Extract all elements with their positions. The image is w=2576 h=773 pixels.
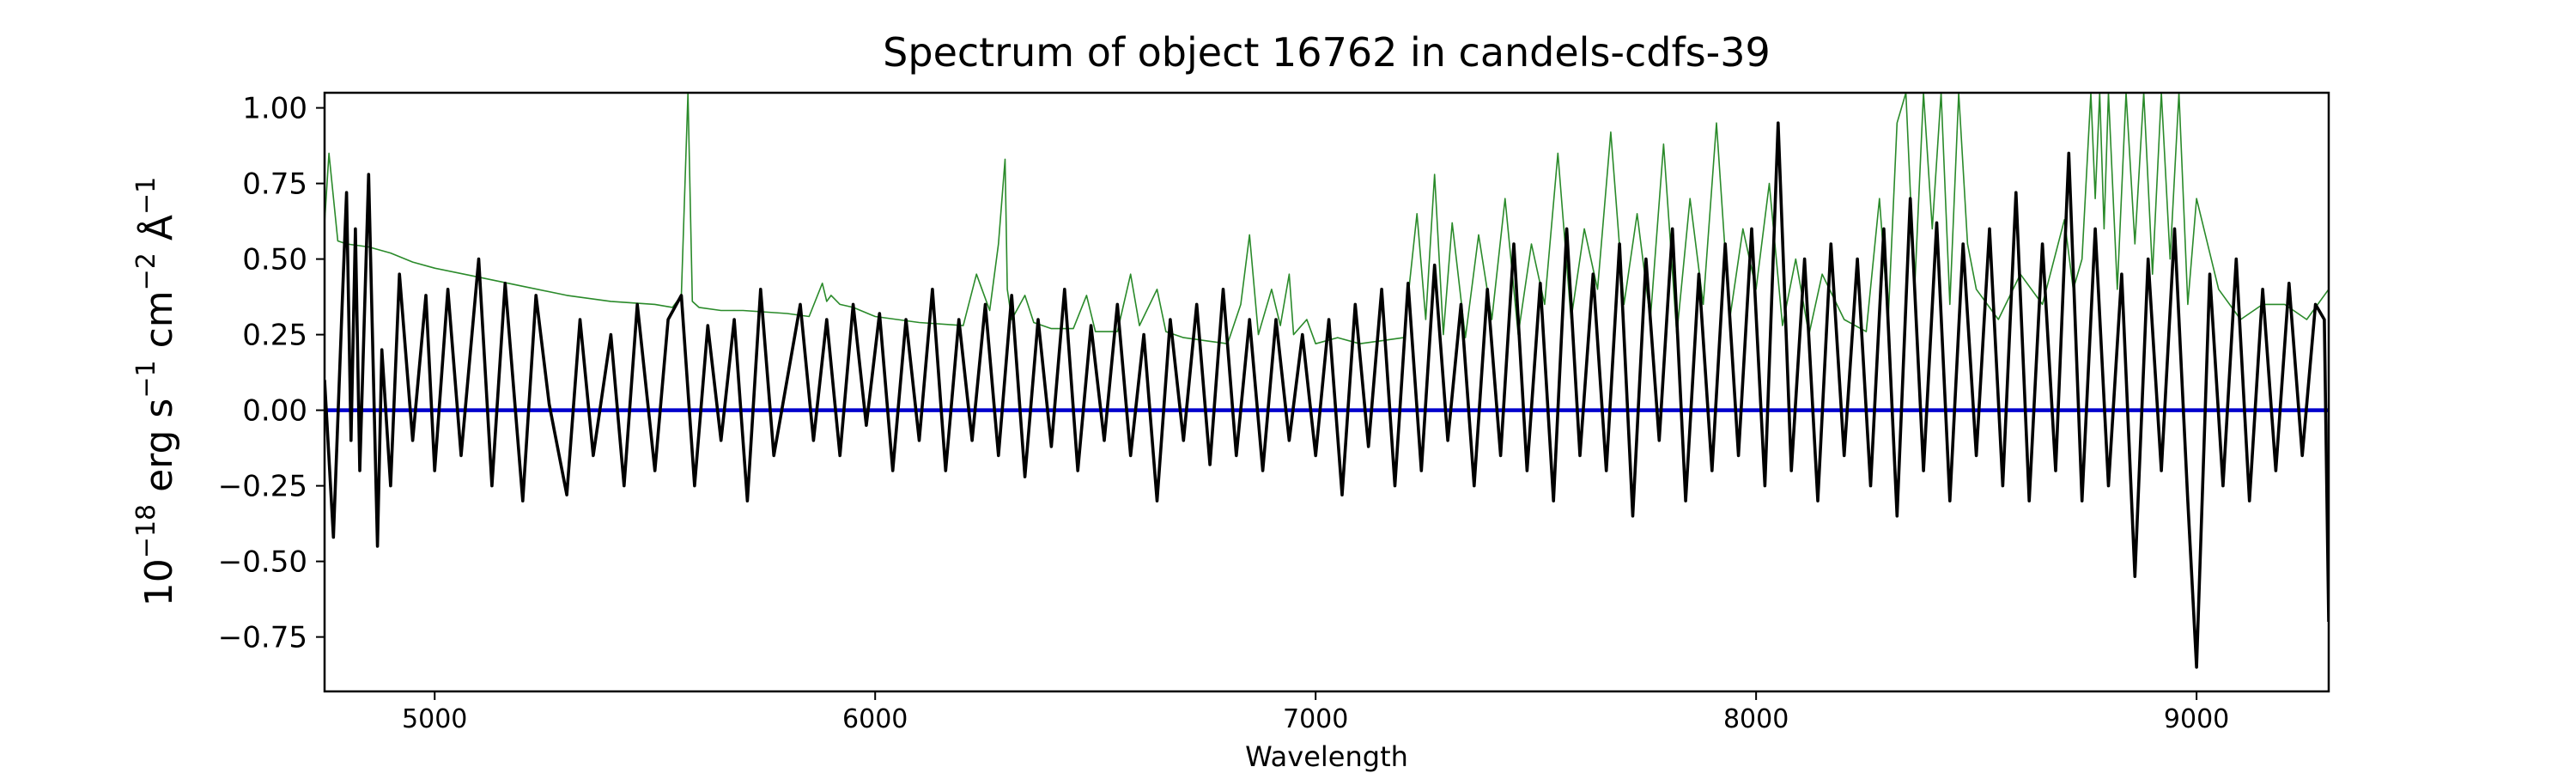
x-tick-label: 9000: [2164, 704, 2229, 734]
series-layer: [325, 93, 2329, 669]
y-label-exponent3: −1: [131, 177, 161, 215]
y-label-base-exponent: −18: [131, 504, 161, 558]
y-tick-label: 1.00: [242, 92, 307, 126]
y-label-exponent2: −2: [131, 253, 161, 290]
axes-frame: [323, 91, 2330, 693]
y-tick-label: 0.25: [242, 319, 307, 353]
chart-title: Spectrum of object 16762 in candels-cdfs…: [883, 29, 1771, 76]
x-tick-label: 6000: [842, 704, 908, 734]
plot-area: [323, 91, 2330, 693]
y-label-part1: erg s: [137, 399, 181, 504]
series-line-1: [325, 93, 2329, 345]
y-tick-label: −0.25: [218, 470, 307, 504]
y-tick-label: 0.50: [242, 243, 307, 277]
y-label-exponent1: −1: [131, 360, 161, 398]
x-axis: 5000 6000 7000 8000 9000: [402, 691, 2229, 734]
x-tick-label: 7000: [1283, 704, 1348, 734]
y-axis-label: 10−18 erg s−1 cm−2 Å−1: [131, 177, 181, 606]
x-tick-label: 5000: [402, 704, 467, 734]
series-line-3: [325, 121, 2329, 669]
y-label-part3: Å: [136, 215, 181, 253]
y-tick-label: 0.00: [242, 394, 307, 429]
y-axis: −0.75 −0.50 −0.25 0.00 0.25 0.50 0.75 1.00: [218, 92, 325, 655]
y-tick-label: −0.50: [218, 545, 307, 580]
y-label-base: 10: [137, 558, 181, 606]
y-tick-label: 0.75: [242, 167, 307, 202]
x-tick-label: 8000: [1723, 704, 1789, 734]
y-tick-label: −0.75: [218, 621, 307, 655]
y-label-part2: cm: [137, 290, 181, 360]
x-axis-label: Wavelength: [1245, 740, 1408, 773]
